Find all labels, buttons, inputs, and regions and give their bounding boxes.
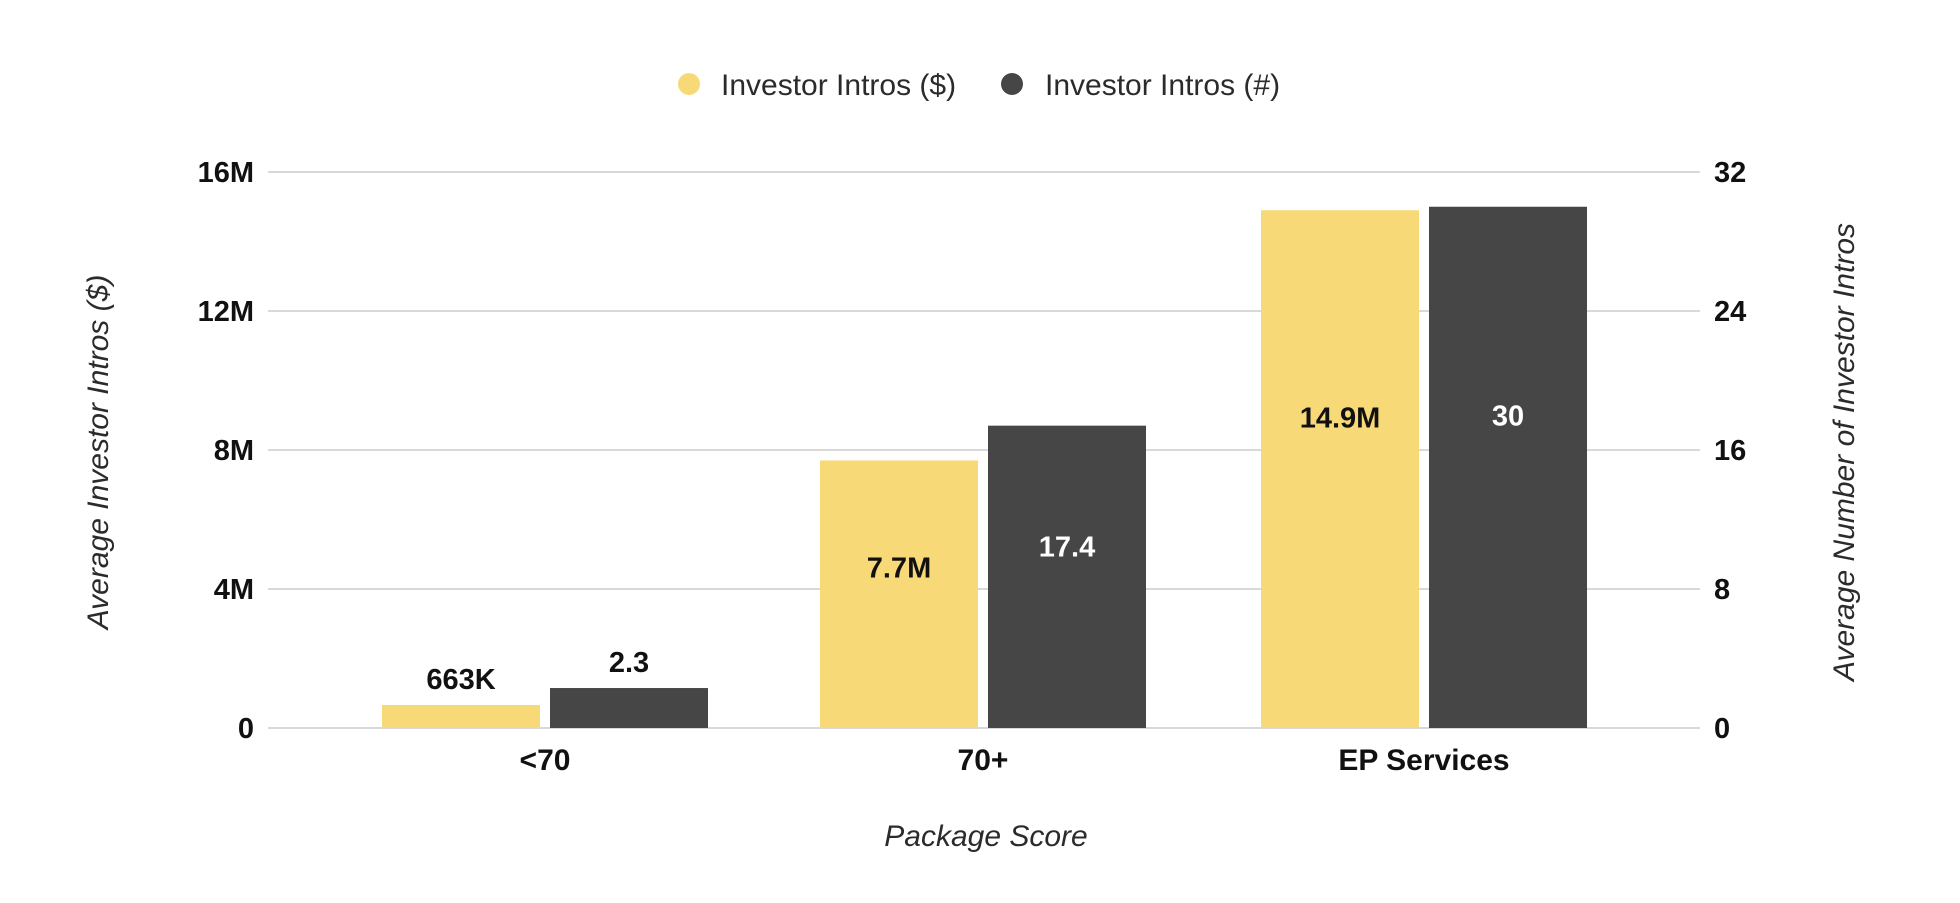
- data-labels: 663K 2.3 7.7M 17.4 14.9M 30: [426, 400, 1524, 696]
- y-left-tick-label: 16M: [198, 157, 254, 189]
- legend-label: Investor Intros (#): [1045, 69, 1280, 102]
- y-right-axis-title: Average Number of Investor Intros: [1828, 223, 1861, 683]
- x-tick-label: <70: [520, 744, 571, 777]
- y-left-tick-label: 4M: [214, 574, 254, 606]
- bar-dollars: [382, 704, 540, 728]
- y-right-tick-label: 0: [1714, 713, 1730, 745]
- y-left-tick-label: 0: [238, 713, 254, 745]
- legend-label: Investor Intros ($): [721, 69, 956, 102]
- legend: Investor Intros ($) Investor Intros (#): [678, 69, 1280, 102]
- bar-dollars: [820, 460, 978, 728]
- bars: [382, 206, 1587, 729]
- legend-marker: [1001, 73, 1023, 95]
- bar-count: [988, 425, 1146, 728]
- y-right-tick-label: 8: [1714, 574, 1730, 606]
- data-label: 7.7M: [867, 552, 931, 584]
- x-tick-label: EP Services: [1338, 744, 1509, 777]
- data-label: 663K: [426, 664, 495, 696]
- y-left-tick-label: 12M: [198, 296, 254, 328]
- bar-dollars: [1261, 210, 1419, 729]
- legend-marker: [678, 73, 700, 95]
- data-label: 17.4: [1039, 532, 1095, 564]
- y-right-tick-label: 16: [1714, 435, 1746, 467]
- y-left-axis-title: Average Investor Intros ($): [82, 275, 115, 632]
- axes: 0 4M 8M 12M 16M 0 8 16 24 32 <70 70+ EP Services Pack…: [82, 157, 1861, 853]
- x-axis-title: Package Score: [884, 820, 1087, 853]
- y-right-tick-label: 32: [1714, 157, 1746, 189]
- data-label: 2.3: [609, 647, 649, 679]
- data-label: 30: [1492, 400, 1524, 432]
- y-right-tick-label: 24: [1714, 296, 1746, 328]
- bar-count: [1429, 206, 1587, 728]
- x-tick-label: 70+: [958, 744, 1009, 777]
- y-left-tick-label: 8M: [214, 435, 254, 467]
- bar-count: [550, 688, 708, 728]
- data-label: 14.9M: [1300, 402, 1381, 434]
